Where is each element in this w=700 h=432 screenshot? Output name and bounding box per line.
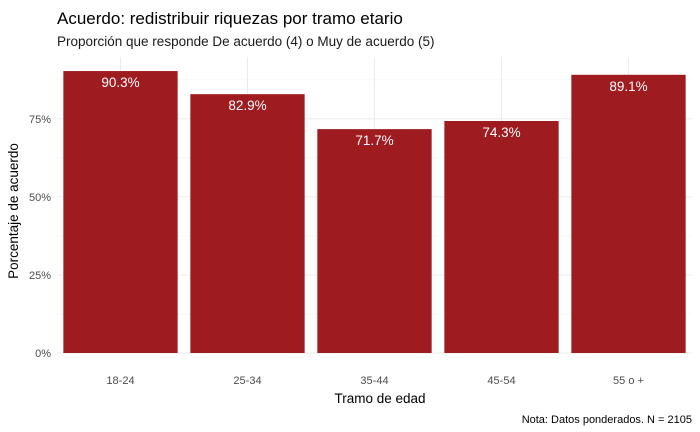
bar-value-label: 74.3%	[482, 125, 520, 140]
bar-25-34	[190, 94, 305, 353]
x-tick-label: 45-54	[487, 375, 515, 387]
x-tick-label: 18-24	[106, 375, 134, 387]
x-tick-label: 55 o +	[613, 375, 644, 387]
chart-subtitle: Proporción que responde De acuerdo (4) o…	[57, 34, 434, 49]
bars: 90.3% 82.9% 71.7% 74.3% 89.1%	[63, 71, 686, 354]
bar-55 o +	[571, 74, 686, 353]
x-tick-label: 25-34	[233, 375, 261, 387]
y-tick-label: 0%	[35, 348, 51, 360]
y-axis-title: Porcentaje de acuerdo	[6, 143, 21, 279]
y-tick-label: 75%	[29, 114, 51, 126]
bar-35-44	[317, 129, 432, 353]
chart-caption: Nota: Datos ponderados. N = 2105	[522, 414, 692, 426]
x-axis-title: Tramo de edad	[334, 391, 425, 406]
bar-value-label: 90.3%	[101, 75, 139, 90]
chart-title: Acuerdo: redistribuir riquezas por tramo…	[57, 9, 403, 28]
bar-45-54	[444, 121, 559, 353]
bar-value-label: 71.7%	[355, 133, 393, 148]
bar-18-24	[63, 71, 178, 354]
y-tick-label: 50%	[29, 192, 51, 204]
x-tick-label: 35-44	[360, 375, 388, 387]
bar-value-label: 82.9%	[228, 98, 266, 113]
y-tick-label: 25%	[29, 270, 51, 282]
bar-value-label: 89.1%	[609, 79, 647, 94]
axes: 0% 25% 50% 75% 18-24 25-34 35-44 45-54 55 o +	[29, 114, 644, 387]
